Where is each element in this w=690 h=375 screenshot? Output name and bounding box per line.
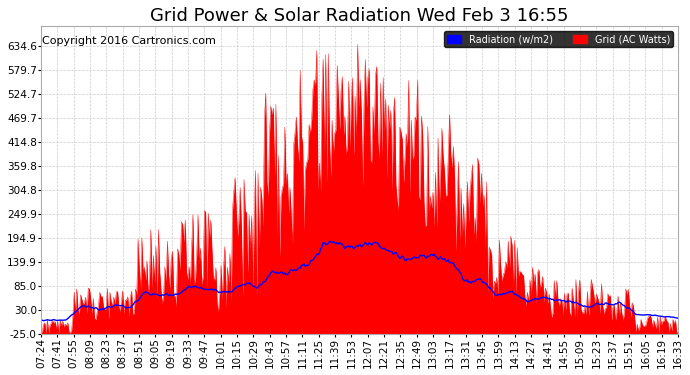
Legend: Radiation (w/m2), Grid (AC Watts): Radiation (w/m2), Grid (AC Watts) xyxy=(444,32,673,47)
Text: Copyright 2016 Cartronics.com: Copyright 2016 Cartronics.com xyxy=(42,36,216,46)
Title: Grid Power & Solar Radiation Wed Feb 3 16:55: Grid Power & Solar Radiation Wed Feb 3 1… xyxy=(150,7,569,25)
